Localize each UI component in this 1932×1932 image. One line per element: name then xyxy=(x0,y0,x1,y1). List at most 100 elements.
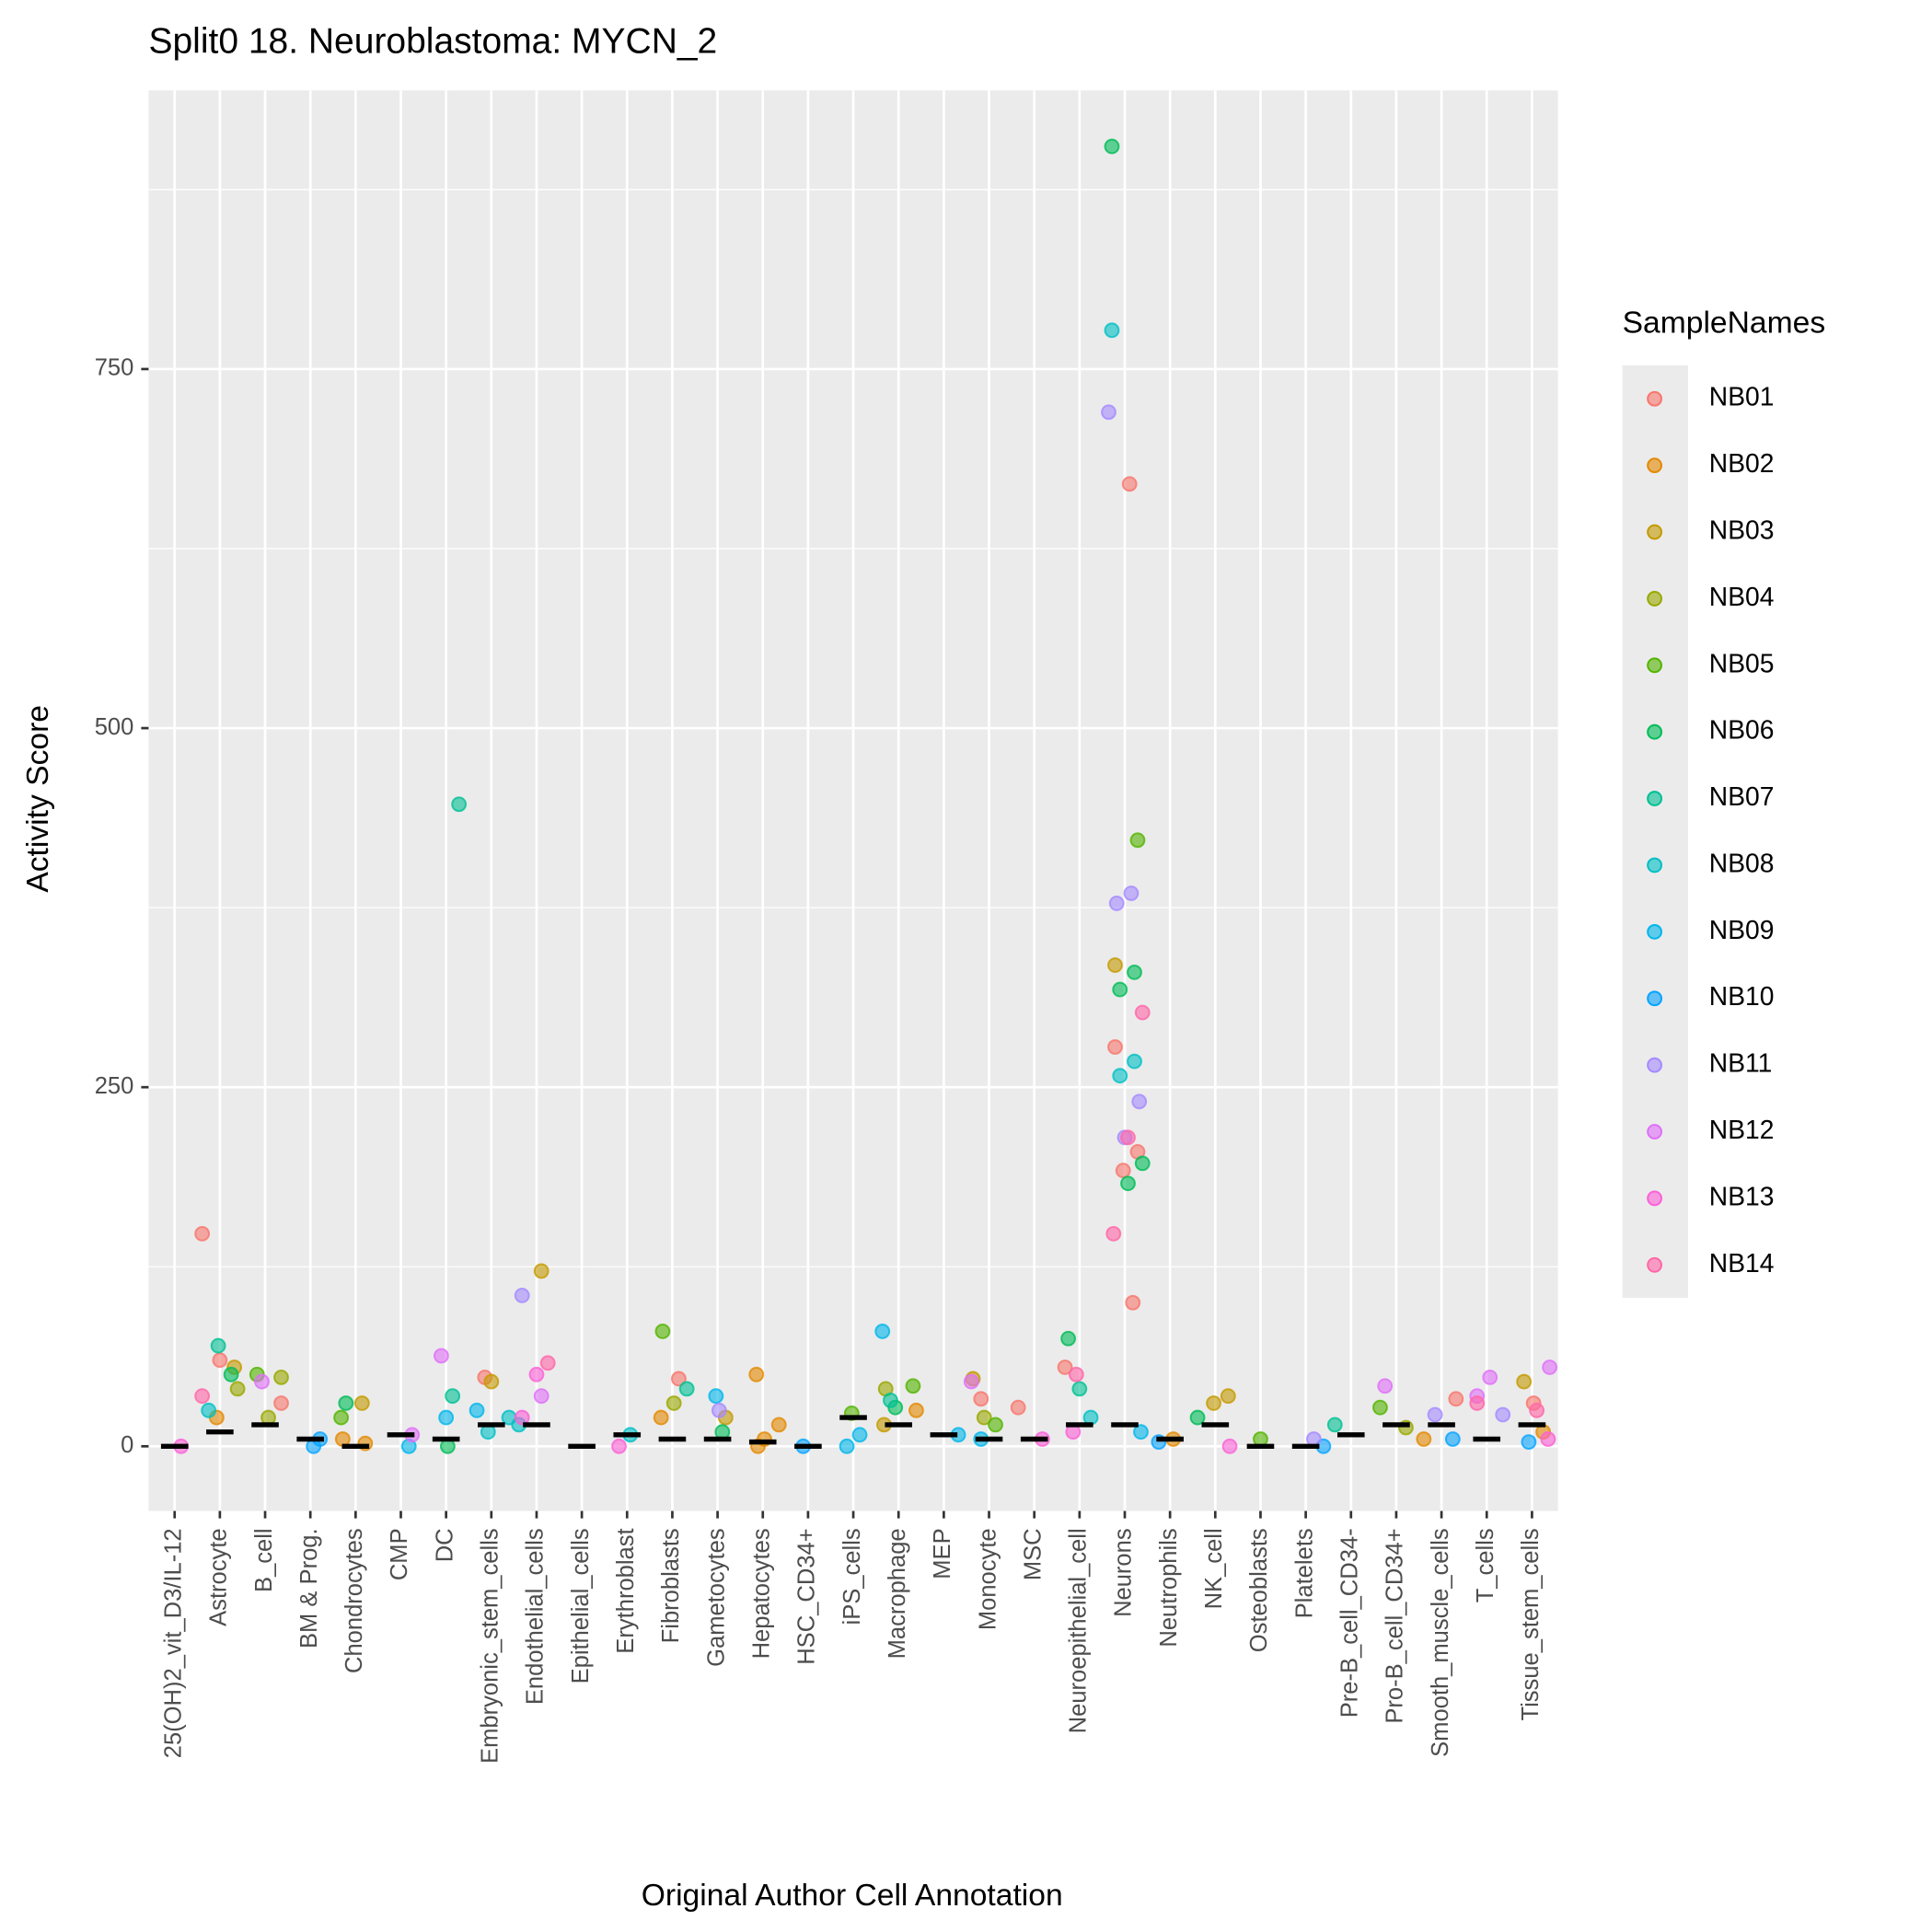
x-tick-label: MSC xyxy=(1020,1528,1046,1580)
legend-label: NB11 xyxy=(1709,1048,1773,1078)
point xyxy=(654,1324,671,1339)
x-tick-label: T_cells xyxy=(1473,1528,1498,1602)
x-tick-label: Gametocytes xyxy=(703,1528,729,1667)
legend-label: NB06 xyxy=(1709,715,1775,745)
point xyxy=(1482,1369,1498,1385)
legend-key xyxy=(1647,1124,1663,1140)
x-tick-label: Pre-B_cell_CD34- xyxy=(1337,1528,1363,1718)
point xyxy=(988,1417,1003,1433)
point xyxy=(229,1381,246,1397)
y-tick-label: 250 xyxy=(95,1073,134,1099)
point xyxy=(353,1395,370,1411)
point xyxy=(483,1373,500,1390)
point xyxy=(1068,1366,1084,1382)
point xyxy=(874,1324,891,1339)
point xyxy=(1206,1395,1221,1411)
point xyxy=(273,1395,289,1411)
x-tick-label: Neurons xyxy=(1111,1528,1137,1617)
point xyxy=(1416,1431,1432,1447)
x-tick-label: Osteoblasts xyxy=(1246,1528,1272,1652)
legend-label: NB01 xyxy=(1709,382,1775,411)
x-tick-label: Neutrophils xyxy=(1156,1528,1182,1647)
y-axis-title: Activity Score xyxy=(21,705,55,893)
point xyxy=(653,1409,669,1426)
x-axis-title: Original Author Cell Annotation xyxy=(642,1879,1063,1913)
point xyxy=(1133,1424,1149,1440)
legend-label: NB07 xyxy=(1709,781,1775,811)
point xyxy=(194,1388,211,1405)
point xyxy=(1134,1004,1151,1021)
legend-key xyxy=(1647,591,1663,607)
legend-title: SampleNames xyxy=(1623,306,1826,340)
point xyxy=(1101,404,1116,421)
x-tick-label: Embryonic_stem_cells xyxy=(478,1528,503,1764)
point xyxy=(708,1388,724,1405)
point xyxy=(883,1392,898,1408)
legend-label: NB03 xyxy=(1709,515,1775,545)
x-tick-label: Fibroblasts xyxy=(658,1528,684,1643)
x-tick-label: 25(OH)2_vit_D3/IL-12 xyxy=(160,1528,186,1758)
point xyxy=(678,1381,695,1397)
legend-label: NB02 xyxy=(1709,448,1775,478)
point xyxy=(333,1409,350,1426)
point xyxy=(671,1371,687,1387)
point xyxy=(210,1337,226,1354)
point xyxy=(533,1263,550,1279)
x-tick-label: Monocyte xyxy=(975,1528,1001,1630)
legend-key xyxy=(1647,1256,1663,1273)
legend-label: NB12 xyxy=(1709,1115,1775,1144)
point xyxy=(973,1391,989,1407)
point xyxy=(851,1427,868,1443)
point xyxy=(1469,1395,1486,1411)
legend-key xyxy=(1647,657,1663,674)
point xyxy=(976,1409,992,1426)
x-tick-label: Astrocyte xyxy=(206,1528,232,1625)
legend-key xyxy=(1647,457,1663,474)
point xyxy=(1542,1359,1558,1375)
point xyxy=(1105,1225,1122,1242)
legend-key xyxy=(1647,390,1663,407)
legend-label: NB08 xyxy=(1709,848,1775,877)
point xyxy=(1134,1155,1151,1172)
legend-label: NB10 xyxy=(1709,981,1775,1011)
point xyxy=(539,1355,556,1371)
point xyxy=(1057,1359,1073,1375)
legend-keys xyxy=(1622,364,1688,1299)
legend-key xyxy=(1647,723,1663,740)
point xyxy=(963,1373,979,1390)
point xyxy=(1120,1175,1136,1192)
point xyxy=(1104,138,1120,155)
x-tick-label: Chondrocytes xyxy=(341,1528,367,1673)
x-tick-label: Tissue_stem_cells xyxy=(1518,1528,1544,1720)
legend-label: NB04 xyxy=(1709,582,1775,611)
point xyxy=(273,1369,289,1385)
legend-label: NB05 xyxy=(1709,648,1775,677)
point xyxy=(665,1395,682,1411)
x-tick-label: NK_cell xyxy=(1201,1528,1227,1609)
point xyxy=(1372,1399,1388,1416)
point xyxy=(1123,885,1140,901)
y-tick-label: 500 xyxy=(95,714,134,740)
point xyxy=(528,1366,545,1382)
point xyxy=(1060,1330,1077,1347)
point xyxy=(514,1409,530,1426)
point xyxy=(445,1388,461,1405)
legend-label: NB14 xyxy=(1709,1248,1775,1278)
legend-key xyxy=(1647,1190,1663,1207)
point xyxy=(533,1388,550,1405)
point xyxy=(201,1402,217,1418)
point xyxy=(1127,1053,1142,1070)
point xyxy=(839,1438,855,1454)
x-tick-label: iPS_cells xyxy=(839,1528,865,1625)
point xyxy=(611,1438,627,1454)
legend-key xyxy=(1647,524,1663,540)
x-tick-label: Macrophage xyxy=(885,1528,910,1659)
point xyxy=(1189,1409,1206,1426)
x-tick-label: Endothelial_cells xyxy=(523,1528,549,1705)
point xyxy=(1112,981,1128,998)
point xyxy=(438,1409,455,1426)
point xyxy=(451,796,468,813)
x-tick-label: Neuroepithelial_cell xyxy=(1066,1528,1092,1733)
point xyxy=(338,1395,354,1411)
x-tick-label: MEP xyxy=(930,1528,955,1579)
